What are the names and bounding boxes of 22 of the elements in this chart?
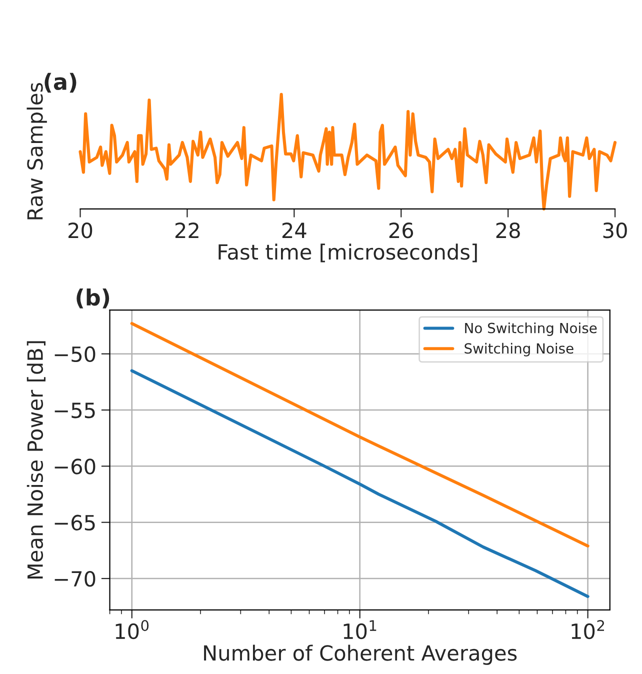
legend-label: No Switching Noise [465,322,597,336]
chart-title: (b) [76,288,110,308]
y-tick-label: −65 [54,514,95,531]
x-axis-title: Number of Coherent Averages [204,644,517,665]
y-tick-label: −55 [54,402,95,418]
x-tick-label: 28 [496,222,520,238]
x-tick-label: 10$^{1}$ [344,620,376,640]
y-tick-label: −70 [54,570,96,587]
x-tick-label: 20 [68,222,92,238]
x-tick-label: 22 [175,222,198,238]
y-tick-label: −60 [54,458,96,474]
x-tick-label: 24 [282,222,306,238]
x-tick-label: 30 [603,222,627,238]
legend-label: Switching Noise [464,342,574,356]
x-tick-label: 10$^{2}$ [572,620,604,640]
y-axis-title: Raw Samples [26,82,47,220]
x-tick-label: 26 [389,222,414,238]
x-axis-title: Fast time [microseconds] [218,244,477,262]
x-tick-label: 10$^{0}$ [116,620,149,640]
chart-title: (a) [44,72,76,93]
y-axis-title: Mean Noise Power [dB] [26,341,46,579]
y-tick-label: −50 [54,346,96,362]
